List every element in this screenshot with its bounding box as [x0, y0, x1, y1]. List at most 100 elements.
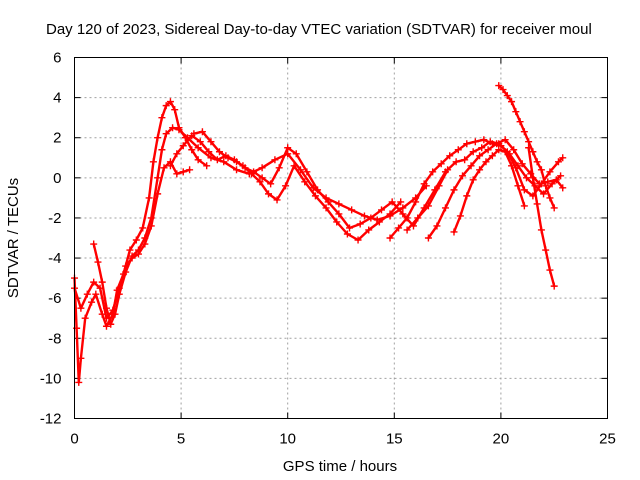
data-point	[522, 174, 530, 182]
data-point	[290, 162, 298, 170]
data-point	[314, 186, 322, 194]
data-point	[520, 186, 528, 194]
data-point	[203, 162, 211, 170]
data-point	[493, 140, 501, 148]
data-point	[126, 246, 134, 254]
y-tick-label: -12	[40, 411, 62, 428]
data-point	[284, 144, 292, 152]
data-point	[459, 172, 467, 180]
data-point	[88, 298, 96, 306]
data-point	[158, 146, 166, 154]
data-point	[450, 186, 458, 194]
data-point	[501, 136, 509, 144]
data-point	[273, 196, 281, 204]
y-tick-label: 0	[53, 170, 61, 187]
grid-lines	[74, 57, 608, 419]
data-point	[441, 204, 449, 212]
x-tick-label: 25	[599, 431, 616, 448]
data-point	[292, 150, 300, 158]
data-point	[537, 166, 545, 174]
data-point	[265, 190, 273, 198]
data-point	[399, 204, 407, 212]
data-point	[533, 200, 541, 208]
data-point	[311, 192, 319, 200]
data-point	[463, 140, 471, 148]
data-point	[467, 162, 475, 170]
data-point	[102, 322, 110, 330]
data-point	[322, 204, 330, 212]
data-point	[171, 106, 179, 114]
data-point	[529, 148, 537, 156]
data-point	[499, 86, 507, 94]
data-point	[520, 202, 528, 210]
data-point	[516, 118, 524, 126]
data-point	[77, 354, 85, 362]
y-tick-label: -6	[48, 290, 61, 307]
series-arc-9-trace	[452, 148, 526, 234]
data-point	[533, 158, 541, 166]
plot-frame	[74, 57, 608, 419]
data-point	[196, 138, 204, 146]
y-tick-label: -4	[48, 250, 61, 267]
data-point	[542, 182, 550, 190]
x-axis-label: GPS time / hours	[283, 458, 397, 475]
data-point	[324, 198, 332, 206]
data-point	[166, 98, 174, 106]
data-point	[173, 170, 181, 178]
data-point	[303, 168, 311, 176]
data-point	[194, 144, 202, 152]
data-point	[149, 158, 157, 166]
data-point	[444, 166, 452, 174]
data-point	[537, 226, 545, 234]
x-tick-label: 20	[493, 431, 510, 448]
data-point	[512, 108, 520, 116]
data-point	[333, 218, 341, 226]
y-tick-label: 4	[53, 90, 61, 107]
data-point	[559, 184, 567, 192]
data-point	[403, 214, 411, 222]
data-point	[514, 182, 522, 190]
data-point	[224, 154, 232, 162]
data-point	[550, 204, 558, 212]
data-point	[258, 174, 266, 182]
data-point	[495, 146, 503, 154]
data-point	[213, 156, 221, 164]
data-point	[360, 212, 368, 220]
data-point	[98, 278, 106, 286]
data-point	[469, 176, 477, 184]
data-point	[476, 166, 484, 174]
data-point	[179, 168, 187, 176]
data-point	[271, 156, 279, 164]
data-point	[188, 146, 196, 154]
data-point	[375, 218, 383, 226]
data-point	[397, 198, 405, 206]
data-point	[348, 206, 356, 214]
data-point	[414, 214, 422, 222]
x-tick-label: 5	[177, 431, 185, 448]
data-point	[169, 124, 177, 132]
data-point	[335, 210, 343, 218]
data-point	[233, 158, 241, 166]
data-point	[403, 226, 411, 234]
y-tick-label: 6	[53, 50, 61, 67]
data-point	[166, 162, 174, 170]
data-point	[179, 142, 187, 150]
series-arc-5-trace	[192, 130, 447, 230]
data-point	[546, 194, 554, 202]
data-point	[134, 246, 142, 254]
series-arc-2-trace	[73, 160, 191, 320]
data-point	[154, 174, 162, 182]
data-point	[412, 198, 420, 206]
data-point	[424, 234, 432, 242]
data-point	[75, 378, 83, 386]
data-point	[540, 190, 548, 198]
chart-title: Day 120 of 2023, Sidereal Day-to-day VTE…	[46, 21, 592, 38]
data-point	[476, 152, 484, 160]
data-point	[501, 148, 509, 156]
data-point	[365, 226, 373, 234]
data-point	[450, 228, 458, 236]
data-point	[535, 180, 543, 188]
data-point	[233, 166, 241, 174]
data-point	[471, 138, 479, 146]
y-tick-label: -8	[48, 330, 61, 347]
